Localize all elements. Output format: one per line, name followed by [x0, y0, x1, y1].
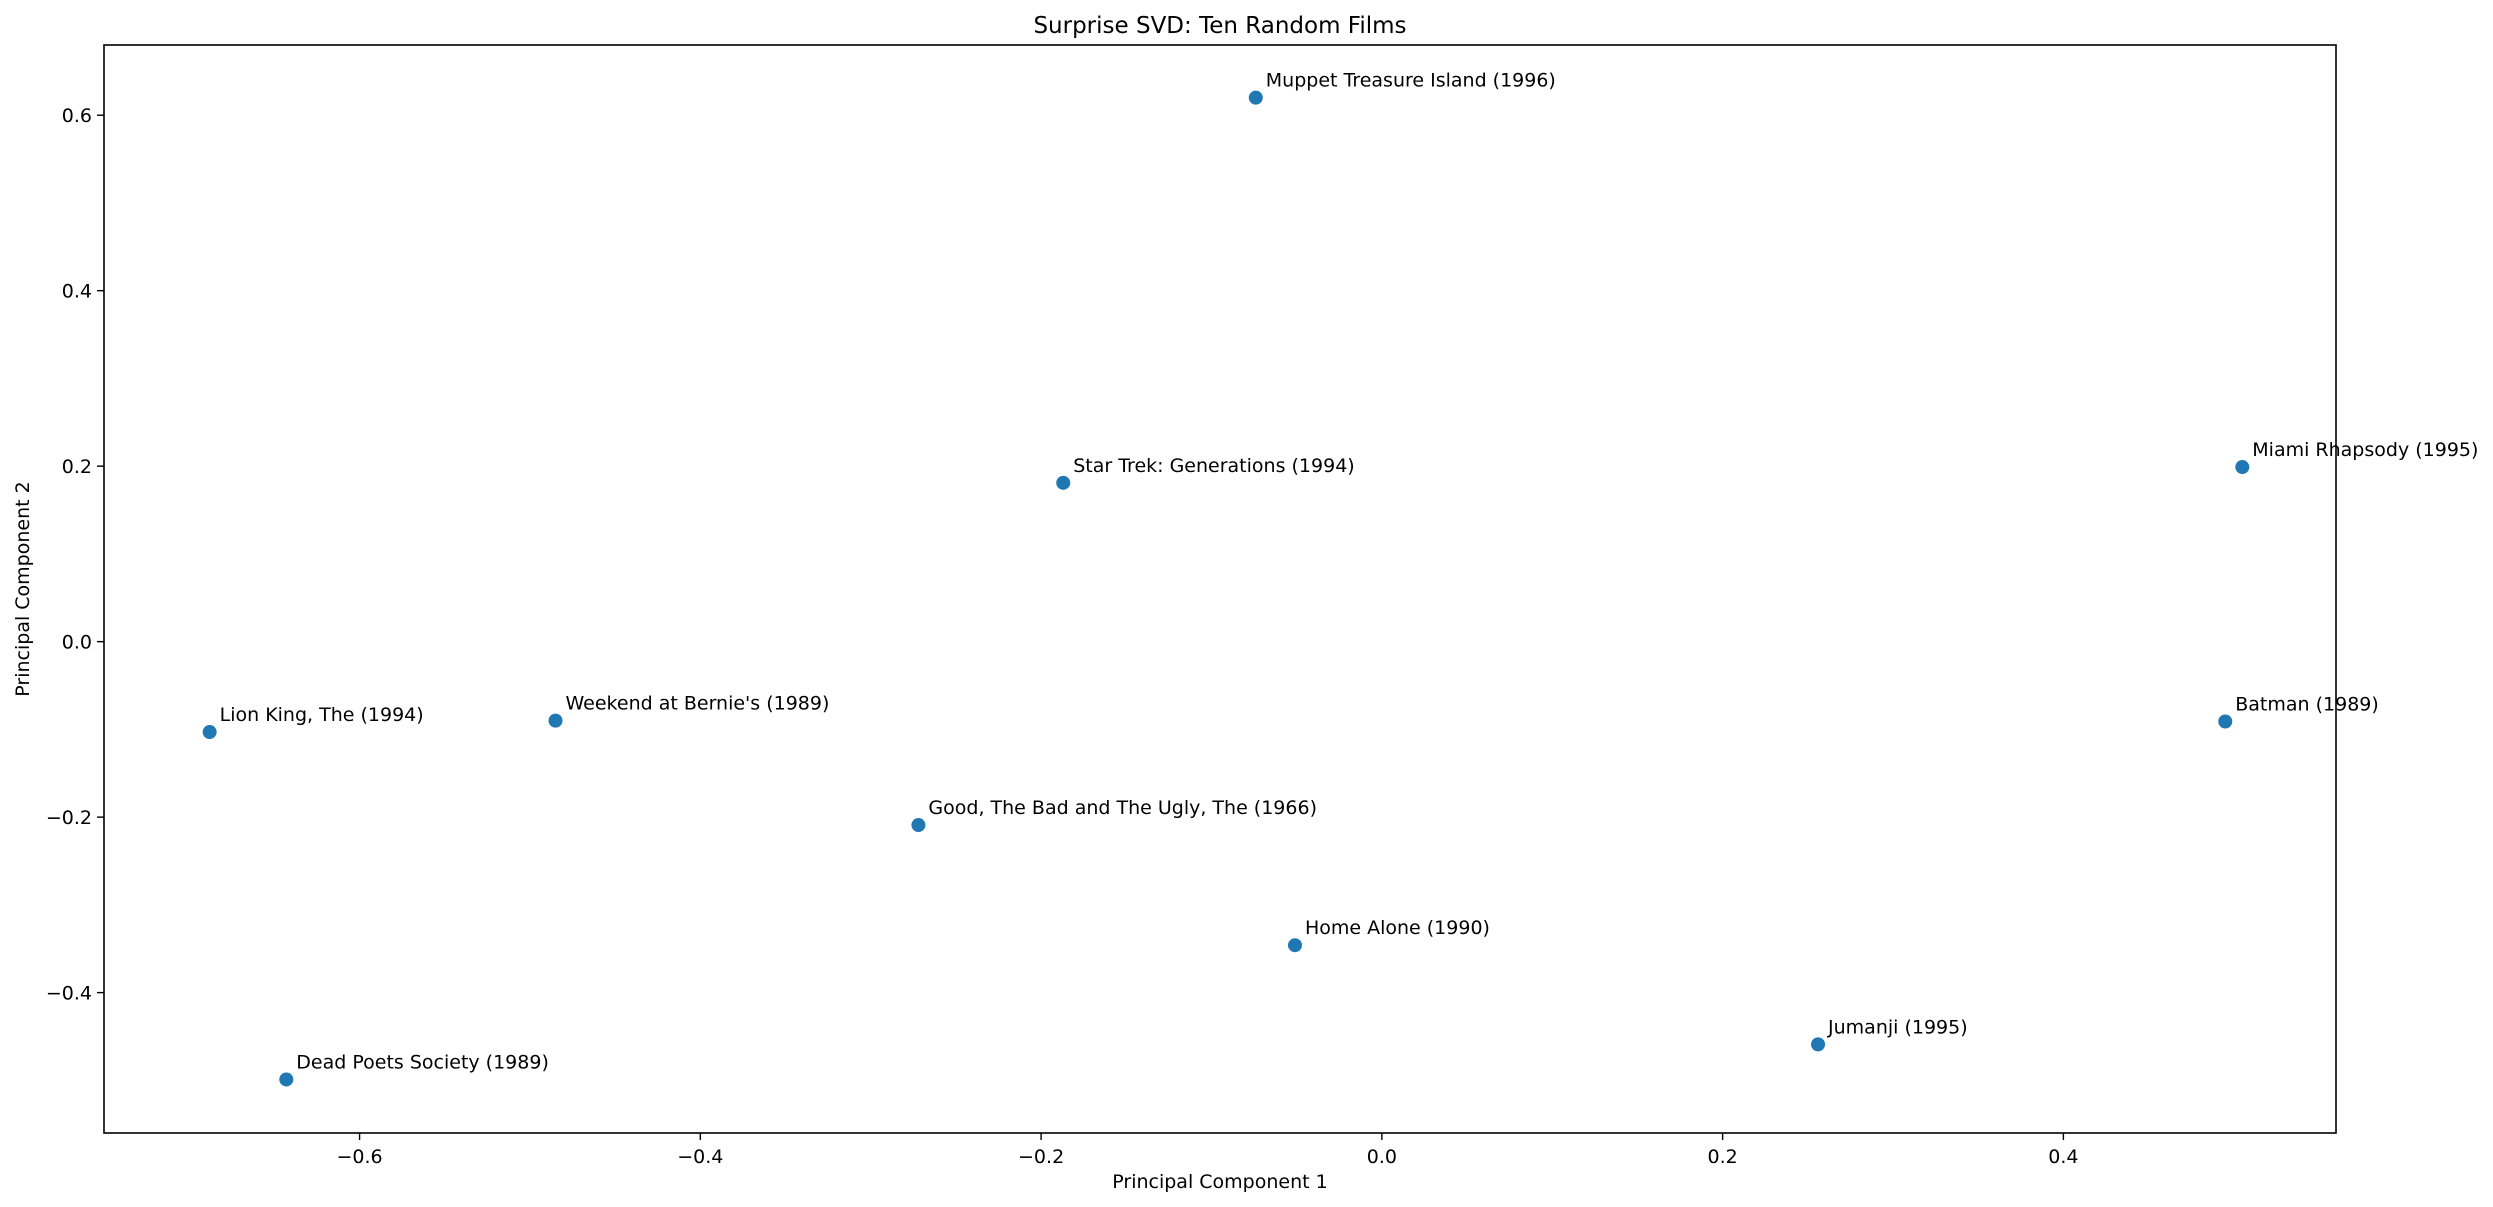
- point-labels: Muppet Treasure Island (1996) Star Trek: …: [220, 70, 2479, 1074]
- data-point: [2235, 460, 2250, 475]
- point-label: Jumanji (1995): [1827, 1016, 1968, 1038]
- y-tick-label: −0.4: [46, 983, 92, 1005]
- point-label: Good, The Bad and The Ugly, The (1966): [928, 797, 1317, 819]
- point-label: Batman (1989): [2235, 693, 2379, 715]
- x-tick-label: 0.0: [1367, 1146, 1397, 1168]
- plot-area-frame: [103, 44, 2337, 1134]
- x-tick-label: −0.6: [337, 1146, 383, 1168]
- data-point: [1287, 938, 1302, 953]
- x-tick-label: 0.2: [1708, 1146, 1738, 1168]
- y-tick-label: −0.2: [46, 807, 92, 829]
- x-tick-label: −0.2: [1018, 1146, 1064, 1168]
- x-axis-ticks: −0.6 −0.4 −0.2 0.0 0.2 0.4: [337, 1133, 2078, 1168]
- point-label: Home Alone (1990): [1305, 917, 1490, 939]
- point-label: Lion King, The (1994): [220, 704, 424, 726]
- point-label: Muppet Treasure Island (1996): [1266, 70, 1556, 92]
- data-point: [202, 725, 217, 740]
- x-tick-label: −0.4: [677, 1146, 723, 1168]
- data-point: [2218, 714, 2233, 729]
- data-point: [911, 818, 926, 833]
- data-point: [1811, 1037, 1826, 1052]
- data-points: [202, 90, 2250, 1087]
- data-point: [548, 713, 563, 728]
- point-label: Star Trek: Generations (1994): [1073, 455, 1354, 477]
- point-label: Dead Poets Society (1989): [296, 1051, 549, 1073]
- y-axis-ticks: −0.4 −0.2 0.0 0.2 0.4 0.6: [46, 105, 104, 1005]
- point-label: Miami Rhapsody (1995): [2252, 439, 2478, 461]
- x-axis-label: Principal Component 1: [1112, 1171, 1327, 1193]
- data-point: [279, 1072, 294, 1087]
- y-tick-label: 0.0: [62, 632, 92, 654]
- x-tick-label: 0.4: [2048, 1146, 2078, 1168]
- point-label: Weekend at Bernie's (1989): [566, 693, 830, 715]
- chart-title: Surprise SVD: Ten Random Films: [1033, 13, 1406, 39]
- y-axis-label: Principal Component 2: [12, 481, 34, 696]
- y-tick-label: 0.2: [62, 456, 92, 478]
- data-point: [1248, 90, 1263, 105]
- y-tick-label: 0.4: [62, 281, 92, 303]
- y-tick-label: 0.6: [62, 105, 92, 127]
- data-point: [1056, 475, 1071, 490]
